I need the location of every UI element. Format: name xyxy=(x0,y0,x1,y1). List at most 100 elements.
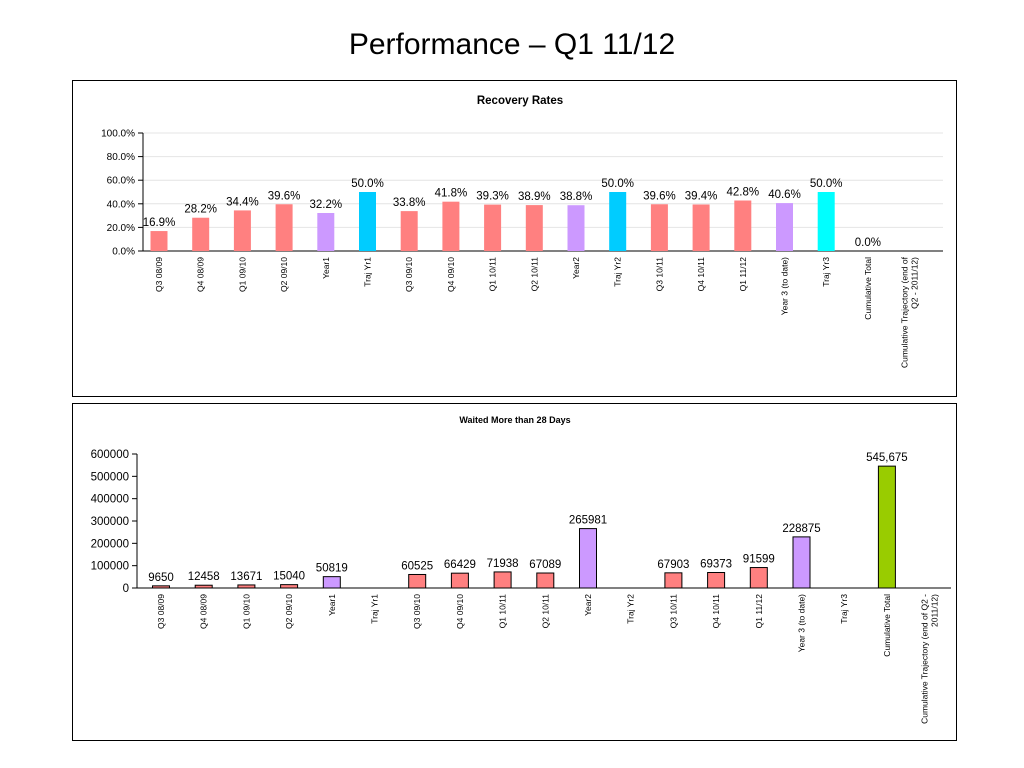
y-tick-label: 0.0% xyxy=(112,247,135,258)
category-label: Q3 08/09 xyxy=(156,594,166,629)
category-label: Q3 10/11 xyxy=(654,257,664,292)
y-tick-label: 400000 xyxy=(91,494,129,506)
bar xyxy=(450,572,469,589)
bar xyxy=(317,213,335,251)
category-label: Q1 09/10 xyxy=(241,594,251,629)
y-tick-label: 80.0% xyxy=(107,152,135,163)
y-tick-label: 60.0% xyxy=(107,176,135,187)
bar xyxy=(275,204,293,251)
data-label: 69373 xyxy=(700,559,732,571)
data-label: 39.6% xyxy=(268,190,301,202)
waited-28-days-chart: Waited More than 28 Days 0 100000 200000 300… xyxy=(91,415,951,724)
bar xyxy=(579,528,597,589)
bar xyxy=(734,200,752,251)
category-label: Cumulative Trajectory (end ofQ2 - 2011/1… xyxy=(899,256,919,368)
data-label: 15040 xyxy=(273,571,305,583)
data-label: 41.8% xyxy=(435,188,468,200)
bar xyxy=(609,192,627,251)
category-label: Traj Yr1 xyxy=(369,594,379,624)
data-label: 33.8% xyxy=(393,197,426,209)
data-label: 13671 xyxy=(230,571,262,583)
category-label: Year 3 (to date) xyxy=(779,257,789,315)
data-label: 66429 xyxy=(444,559,476,571)
bar xyxy=(194,584,213,589)
y-tick-label: 0 xyxy=(123,583,129,595)
category-label: Traj Yr2 xyxy=(613,257,623,287)
category-label: Cumulative Trajectory (end of Q2 -2011/1… xyxy=(919,594,939,724)
category-label: Traj Yr3 xyxy=(839,594,849,624)
data-label: 40.6% xyxy=(768,189,801,201)
data-label: 38.9% xyxy=(518,191,551,203)
category-label: Year 3 (to date) xyxy=(796,594,806,652)
category-label: Traj Yr3 xyxy=(821,257,831,287)
bar xyxy=(233,210,251,251)
chart-title: Recovery Rates xyxy=(477,95,563,107)
category-label: Q1 09/10 xyxy=(237,257,247,292)
bar xyxy=(650,204,668,251)
category-label: Q3 09/10 xyxy=(404,257,414,292)
category-label: Q3 08/09 xyxy=(154,257,164,292)
category-label: Year2 xyxy=(583,594,593,616)
category-label: Q1 11/12 xyxy=(738,257,748,292)
bar xyxy=(484,204,502,251)
data-label: 60525 xyxy=(401,560,433,572)
data-label: 50.0% xyxy=(810,178,843,190)
bar xyxy=(280,584,299,589)
bar xyxy=(692,204,710,251)
data-label: 545,675 xyxy=(866,452,908,464)
category-label: Q4 08/09 xyxy=(199,594,209,629)
category-label: Traj Yr1 xyxy=(362,257,372,287)
bar xyxy=(400,211,418,251)
category-label: Q1 10/11 xyxy=(488,257,498,292)
data-label: 28.2% xyxy=(184,204,217,216)
category-label: Q3 10/11 xyxy=(668,594,678,629)
category-label: Q1 11/12 xyxy=(754,594,764,629)
category-label: Q4 09/10 xyxy=(446,257,456,292)
y-tick-label: 100000 xyxy=(91,561,129,573)
data-label: 42.8% xyxy=(726,186,759,198)
bar xyxy=(192,217,210,251)
category-label: Q1 10/11 xyxy=(498,594,508,629)
bar xyxy=(792,536,811,589)
bar xyxy=(776,203,793,251)
bar xyxy=(442,201,460,251)
data-label: 39.3% xyxy=(476,191,509,203)
y-tick-label: 40.0% xyxy=(107,199,135,210)
data-label: 32.2% xyxy=(309,199,342,211)
category-label: Year1 xyxy=(321,257,331,279)
bar xyxy=(664,572,683,589)
bar xyxy=(150,231,168,251)
category-label: Year1 xyxy=(327,594,337,616)
data-label: 50.0% xyxy=(351,178,384,190)
bar xyxy=(322,576,341,589)
y-tick-label: 300000 xyxy=(91,516,129,528)
category-label: Cumulative Total xyxy=(863,257,873,320)
data-label: 91599 xyxy=(743,554,775,566)
bar xyxy=(493,571,512,589)
bar xyxy=(237,584,256,589)
recovery-rates-chart-panel: Recovery Rates 0.0% 20.0% 40.0% 60.0% 80.0% 10… xyxy=(72,80,957,397)
recovery-rates-chart: Recovery Rates 0.0% 20.0% 40.0% 60.0% 80.0% 10… xyxy=(101,95,943,368)
category-label: Q3 09/10 xyxy=(412,594,422,629)
bar xyxy=(536,572,555,589)
data-label: 50.0% xyxy=(601,178,634,190)
data-label: 50819 xyxy=(316,563,348,575)
data-label: 0.0% xyxy=(855,237,881,249)
slide-title: Performance – Q1 11/12 xyxy=(348,28,676,61)
data-label: 39.6% xyxy=(643,190,676,202)
bar xyxy=(152,585,170,589)
y-tick-label: 500000 xyxy=(91,471,129,483)
category-label: Q2 09/10 xyxy=(284,594,294,629)
bar xyxy=(877,465,896,589)
category-label: Traj Yr2 xyxy=(626,594,636,624)
category-label: Cumulative Total xyxy=(882,594,892,657)
bar xyxy=(408,573,427,589)
category-label: Year2 xyxy=(571,257,581,279)
data-label: 265981 xyxy=(569,515,607,527)
data-label: 67903 xyxy=(657,559,689,571)
data-label: 71938 xyxy=(487,558,519,570)
category-label: Q2 09/10 xyxy=(279,257,289,292)
bar xyxy=(359,192,376,251)
y-tick-label: 100.0% xyxy=(101,129,135,140)
y-tick-label: 20.0% xyxy=(107,223,135,234)
